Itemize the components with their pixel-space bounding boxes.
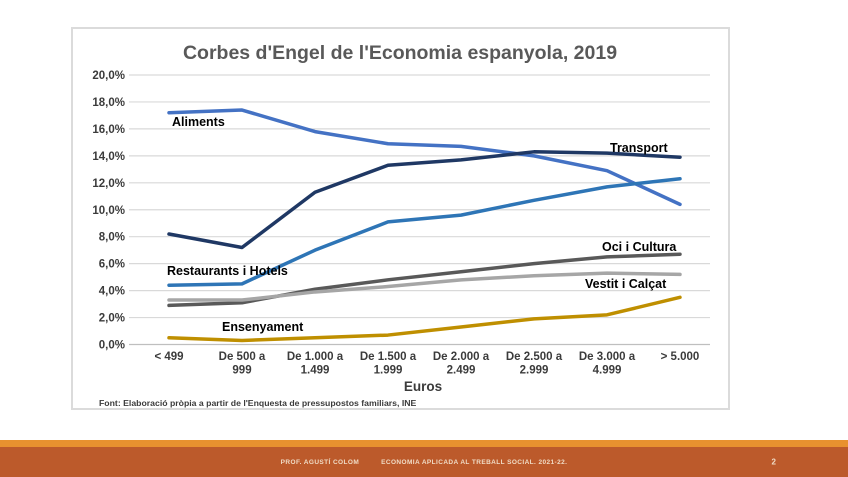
x-tick-label: De 2.000 a bbox=[433, 351, 490, 363]
footer-course: ECONOMIA APLICADA AL TREBALL SOCIAL. 202… bbox=[381, 458, 568, 466]
series-label-transport: Transport bbox=[610, 141, 668, 155]
y-tick-label: 18,0% bbox=[92, 97, 125, 109]
y-tick-label: 0,0% bbox=[99, 340, 125, 352]
x-tick-label: 2.499 bbox=[447, 365, 476, 377]
series-line-transport bbox=[167, 150, 682, 250]
x-tick-label: < 499 bbox=[154, 351, 183, 363]
y-tick-label: 8,0% bbox=[99, 232, 125, 244]
y-tick-label: 16,0% bbox=[92, 124, 125, 136]
x-tick-label: De 1.000 a bbox=[287, 351, 344, 363]
series-label-vestit-i-cal-at: Vestit i Calçat bbox=[585, 277, 667, 291]
y-tick-label: 14,0% bbox=[92, 151, 125, 163]
chart-canvas: Corbes d'Engel de l'Economia espanyola, … bbox=[92, 42, 710, 408]
x-axis-title: Euros bbox=[404, 379, 442, 394]
footer-accent-strip bbox=[0, 440, 848, 447]
series-line-aliments bbox=[167, 108, 682, 207]
x-tick-label: 4.999 bbox=[593, 365, 622, 377]
axis-labels: 0,0% 2,0% 4,0% 6,0% 8,0% 10,0% 12,0% 14,0% 16,0%… bbox=[92, 70, 699, 377]
series-line-vestit-i-cal-at bbox=[167, 271, 682, 302]
series-lines bbox=[167, 108, 682, 343]
y-tick-label: 6,0% bbox=[99, 259, 125, 271]
series-label-restaurants-i-hotels: Restaurants i Hotels bbox=[167, 264, 288, 278]
series-labels: Aliments Transport Restaurants i Hotels Oci… bbox=[167, 115, 677, 334]
series-label-aliments: Aliments bbox=[172, 115, 225, 129]
x-tick-label: De 1.500 a bbox=[360, 351, 417, 363]
series-line-oci-i-cultura bbox=[167, 252, 682, 308]
y-tick-label: 4,0% bbox=[99, 286, 125, 298]
y-tick-label: 2,0% bbox=[99, 313, 125, 325]
y-tick-label: 12,0% bbox=[92, 178, 125, 190]
series-line-restaurants-i-hotels bbox=[167, 177, 682, 287]
engel-curves-chart: Corbes d'Engel de l'Economia espanyola, … bbox=[71, 27, 730, 410]
x-tick-label: De 500 a bbox=[219, 351, 266, 363]
series-label-oci-i-cultura: Oci i Cultura bbox=[602, 240, 677, 254]
footer-text: PROF. AGUSTÍ COLOM ECONOMIA APLICADA AL T… bbox=[281, 459, 568, 466]
x-tick-label: De 3.000 a bbox=[579, 351, 636, 363]
series-line-ensenyament bbox=[167, 295, 682, 343]
footer-author: PROF. AGUSTÍ COLOM bbox=[280, 458, 360, 466]
x-tick-label: De 2.500 a bbox=[506, 351, 563, 363]
source-note: Font: Elaboració pròpia a partir de l'En… bbox=[99, 398, 417, 408]
x-tick-label: 1.999 bbox=[374, 365, 403, 377]
chart-title: Corbes d'Engel de l'Economia espanyola, … bbox=[183, 42, 617, 64]
x-tick-label: > 5.000 bbox=[661, 351, 700, 363]
page-number: 2 bbox=[771, 457, 776, 467]
x-tick-label: 2.999 bbox=[520, 365, 549, 377]
gridlines bbox=[129, 74, 710, 346]
y-tick-label: 20,0% bbox=[92, 70, 125, 82]
footer-bar: PROF. AGUSTÍ COLOM ECONOMIA APLICADA AL T… bbox=[0, 440, 848, 477]
y-tick-label: 10,0% bbox=[92, 205, 125, 217]
x-tick-label: 1.499 bbox=[301, 365, 330, 377]
x-tick-label: 999 bbox=[232, 365, 251, 377]
footer-band: PROF. AGUSTÍ COLOM ECONOMIA APLICADA AL T… bbox=[0, 447, 848, 477]
series-label-ensenyament: Ensenyament bbox=[222, 320, 304, 334]
